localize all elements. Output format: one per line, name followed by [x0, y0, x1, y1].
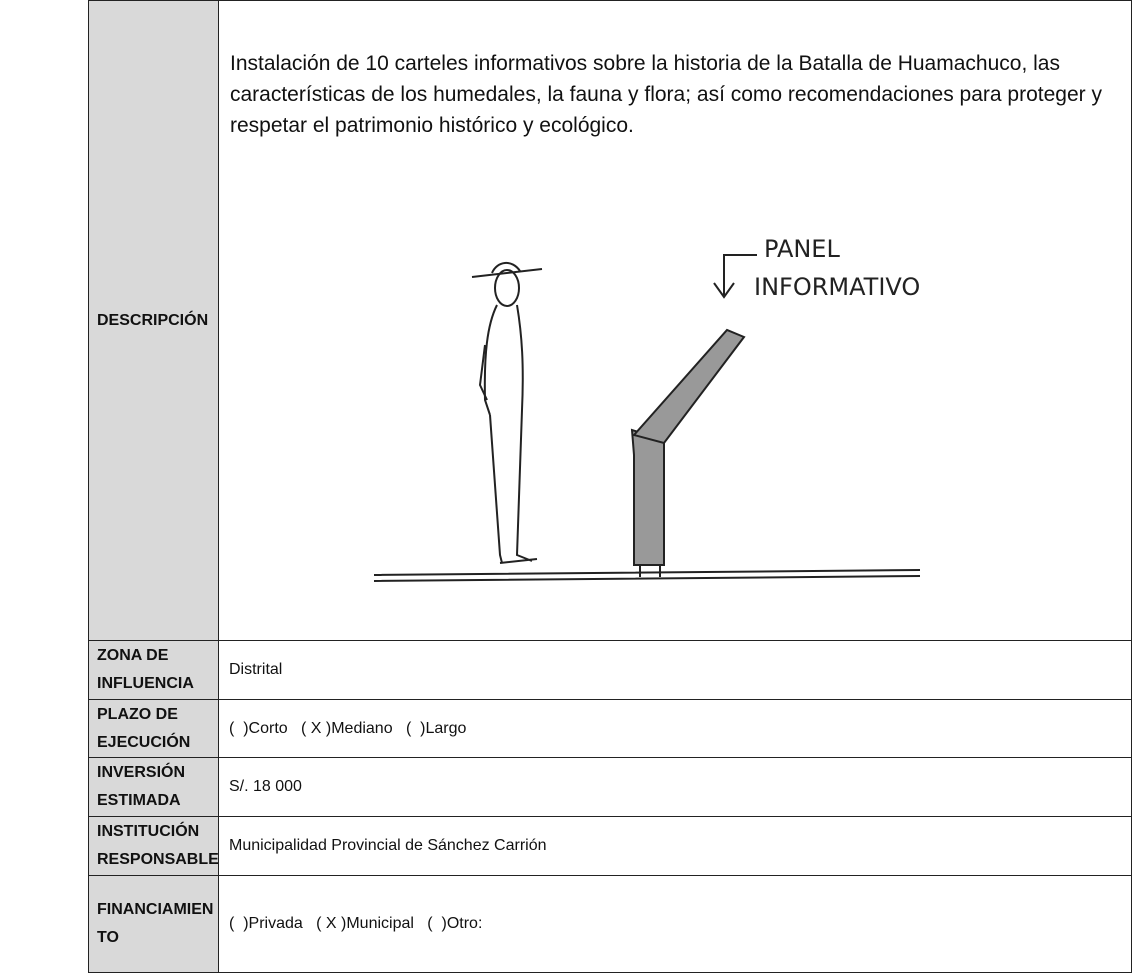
- value: Distrital: [229, 661, 283, 678]
- label-cell: DESCRIPCIÓN: [88, 0, 219, 641]
- sketch: PANEL INFORMATIVO: [372, 225, 982, 635]
- sketch-label: INFORMATIVO: [754, 273, 920, 301]
- label-line: TO: [97, 929, 119, 946]
- value-cell: S/. 18 000: [218, 757, 1132, 817]
- label-line: ZONA DE: [97, 647, 169, 664]
- label-cell: INVERSIÓN ESTIMADA: [88, 757, 219, 817]
- description-text: Instalación de 10 carteles informativos …: [230, 52, 1102, 137]
- value: S/. 18 000: [229, 778, 302, 795]
- label-line: INSTITUCIÓN: [97, 823, 200, 840]
- value: Municipalidad Provincial de Sánchez Carr…: [229, 837, 547, 854]
- value: ( )Privada ( X )Municipal ( )Otro:: [229, 915, 483, 932]
- value-cell: ( )Corto ( X )Mediano ( )Largo: [218, 699, 1132, 758]
- label-line: INVERSIÓN: [97, 764, 186, 781]
- label-line: ESTIMADA: [97, 792, 181, 809]
- value: ( )Corto ( X )Mediano ( )Largo: [229, 719, 467, 737]
- label-cell: PLAZO DE EJECUCIÓN: [88, 699, 219, 758]
- label-line: PLAZO DE: [97, 705, 178, 723]
- label-cell: INSTITUCIÓN RESPONSABLE: [88, 816, 219, 876]
- label-line: FINANCIAMIEN: [97, 901, 214, 918]
- value-cell: Municipalidad Provincial de Sánchez Carr…: [218, 816, 1132, 876]
- sketch-label: PANEL: [764, 235, 840, 263]
- value-cell: ( )Privada ( X )Municipal ( )Otro:: [218, 875, 1132, 973]
- label-line: RESPONSABLE: [97, 851, 219, 868]
- label-line: INFLUENCIA: [97, 675, 194, 692]
- label: DESCRIPCIÓN: [97, 311, 209, 329]
- value-cell: Distrital: [218, 640, 1132, 700]
- label-cell: ZONA DE INFLUENCIA: [88, 640, 219, 700]
- label-cell: FINANCIAMIEN TO: [88, 875, 219, 973]
- label-line: EJECUCIÓN: [97, 733, 191, 751]
